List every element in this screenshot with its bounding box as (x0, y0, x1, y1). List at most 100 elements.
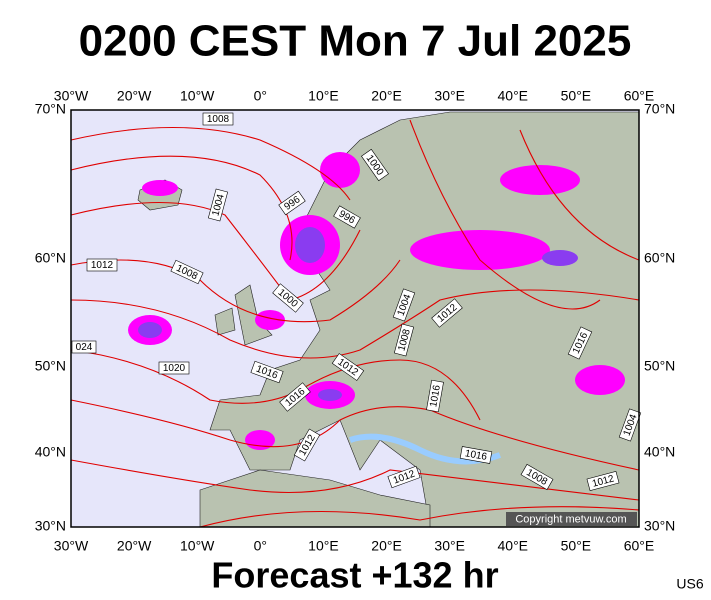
subtitle: Forecast +132 hr (211, 555, 498, 596)
isobar-label: 1016 (426, 379, 444, 413)
isobar (70, 289, 640, 359)
isobar-label-box (272, 283, 304, 313)
isobar-label-box (207, 188, 229, 222)
isobar (70, 399, 640, 471)
rain (295, 227, 325, 263)
latitude-label: 40°N (35, 444, 66, 460)
longitude-label: 50°E (561, 88, 592, 104)
latitude-label: 50°N (644, 358, 675, 374)
longitude-label: 40°E (498, 88, 529, 104)
longitude-label: 0° (254, 538, 267, 554)
latitude-label: 60°N (644, 250, 675, 266)
longitude-label: 60°E (624, 538, 655, 554)
latitude-label: 60°N (35, 250, 66, 266)
isobar-label-box (387, 465, 421, 489)
precipitation (128, 152, 625, 450)
isobar-label: 1012 (86, 258, 118, 272)
isobar-label-box (393, 323, 415, 357)
isobar-label-box (361, 148, 389, 182)
longitude-label: 10°E (308, 538, 339, 554)
rain (500, 165, 580, 195)
isobar (199, 506, 640, 528)
isobar (70, 202, 361, 301)
isobar-label: 1020 (158, 361, 190, 375)
isobar (519, 129, 640, 261)
rain (318, 389, 342, 401)
rain (542, 250, 578, 266)
isobar-label-box (86, 258, 118, 272)
model-code: US6 (676, 576, 703, 592)
isobar-label-box (71, 340, 97, 354)
axis-labels: 30°W 30°W 20°W 20°W 10°W 10°W 0° 0° 10°E 10°E 20°E… (35, 88, 676, 554)
latitude-label: 50°N (35, 358, 66, 374)
isobar-label-box (459, 446, 493, 464)
isobar-label-text: 1016 (428, 384, 443, 408)
isobar (70, 155, 293, 261)
isobar-label-box (158, 361, 190, 375)
isobar (409, 119, 601, 310)
isobar-label: 1008 (202, 112, 234, 126)
isobar-label-text: 1012 (91, 260, 114, 271)
ireland (214, 307, 236, 336)
isobar-label: 1004 (207, 188, 229, 222)
isobar-label-text: 024 (76, 342, 93, 353)
rain (320, 152, 360, 188)
longitude-label: 30°E (434, 538, 465, 554)
isobar-label-text: 1008 (207, 114, 230, 125)
isobar-label: 1008 (393, 323, 415, 357)
latitude-label: 30°N (644, 518, 675, 534)
isobar-label-box (586, 470, 620, 492)
rain (410, 230, 550, 270)
rain (575, 365, 625, 395)
isobar-label-box (431, 298, 463, 328)
isobar-label-box (426, 379, 444, 413)
latitude-label: 40°N (644, 444, 675, 460)
longitude-label: 10°W (180, 88, 215, 104)
isobar-label: 1012 (586, 470, 620, 492)
longitude-label: 30°W (54, 538, 89, 554)
longitude-label: 0° (254, 88, 267, 104)
isobar-label-box (170, 259, 204, 285)
longitude-label: 50°E (561, 538, 592, 554)
latitude-label: 70°N (644, 101, 675, 117)
land (137, 111, 640, 528)
longitude-label: 30°E (434, 88, 465, 104)
isobar-label-box (392, 288, 416, 322)
isobar-label-box (520, 463, 554, 491)
isobar-label-text: 1020 (163, 363, 186, 374)
britain (234, 284, 273, 346)
rain (255, 310, 285, 330)
longitude-label: 40°E (498, 538, 529, 554)
isobar (70, 259, 401, 323)
longitude-label: 20°E (371, 538, 402, 554)
copyright: Copyright metvuw.com (515, 513, 626, 525)
copyright-box (506, 512, 637, 526)
longitude-label: 20°E (371, 88, 402, 104)
map-frame (70, 109, 640, 528)
longitude-label: 10°W (180, 538, 215, 554)
longitude-label: 30°W (54, 88, 89, 104)
latitude-label: 30°N (35, 518, 66, 534)
isobar-label-box (202, 112, 234, 126)
longitude-label: 10°E (308, 88, 339, 104)
isobar-label-text: 1016 (464, 448, 488, 463)
isobar-label-box (333, 205, 361, 229)
title: 0200 CEST Mon 7 Jul 2025 (79, 17, 632, 66)
isobar-label-box (250, 360, 284, 384)
isobars (70, 119, 640, 528)
isobar-label: 1016 (459, 446, 493, 464)
isobar (70, 459, 640, 501)
isobar-label-box (567, 326, 593, 360)
isobar-label-box (279, 382, 311, 412)
rain (138, 322, 162, 338)
rain (142, 180, 178, 196)
isobar-label: 024 (71, 340, 97, 354)
latitude-label: 70°N (35, 101, 66, 117)
isobar-label-box (293, 428, 321, 462)
isobar-label-box (618, 408, 642, 442)
isobar (70, 126, 351, 201)
longitude-label: 60°E (624, 88, 655, 104)
isobar-label-box (331, 353, 365, 381)
